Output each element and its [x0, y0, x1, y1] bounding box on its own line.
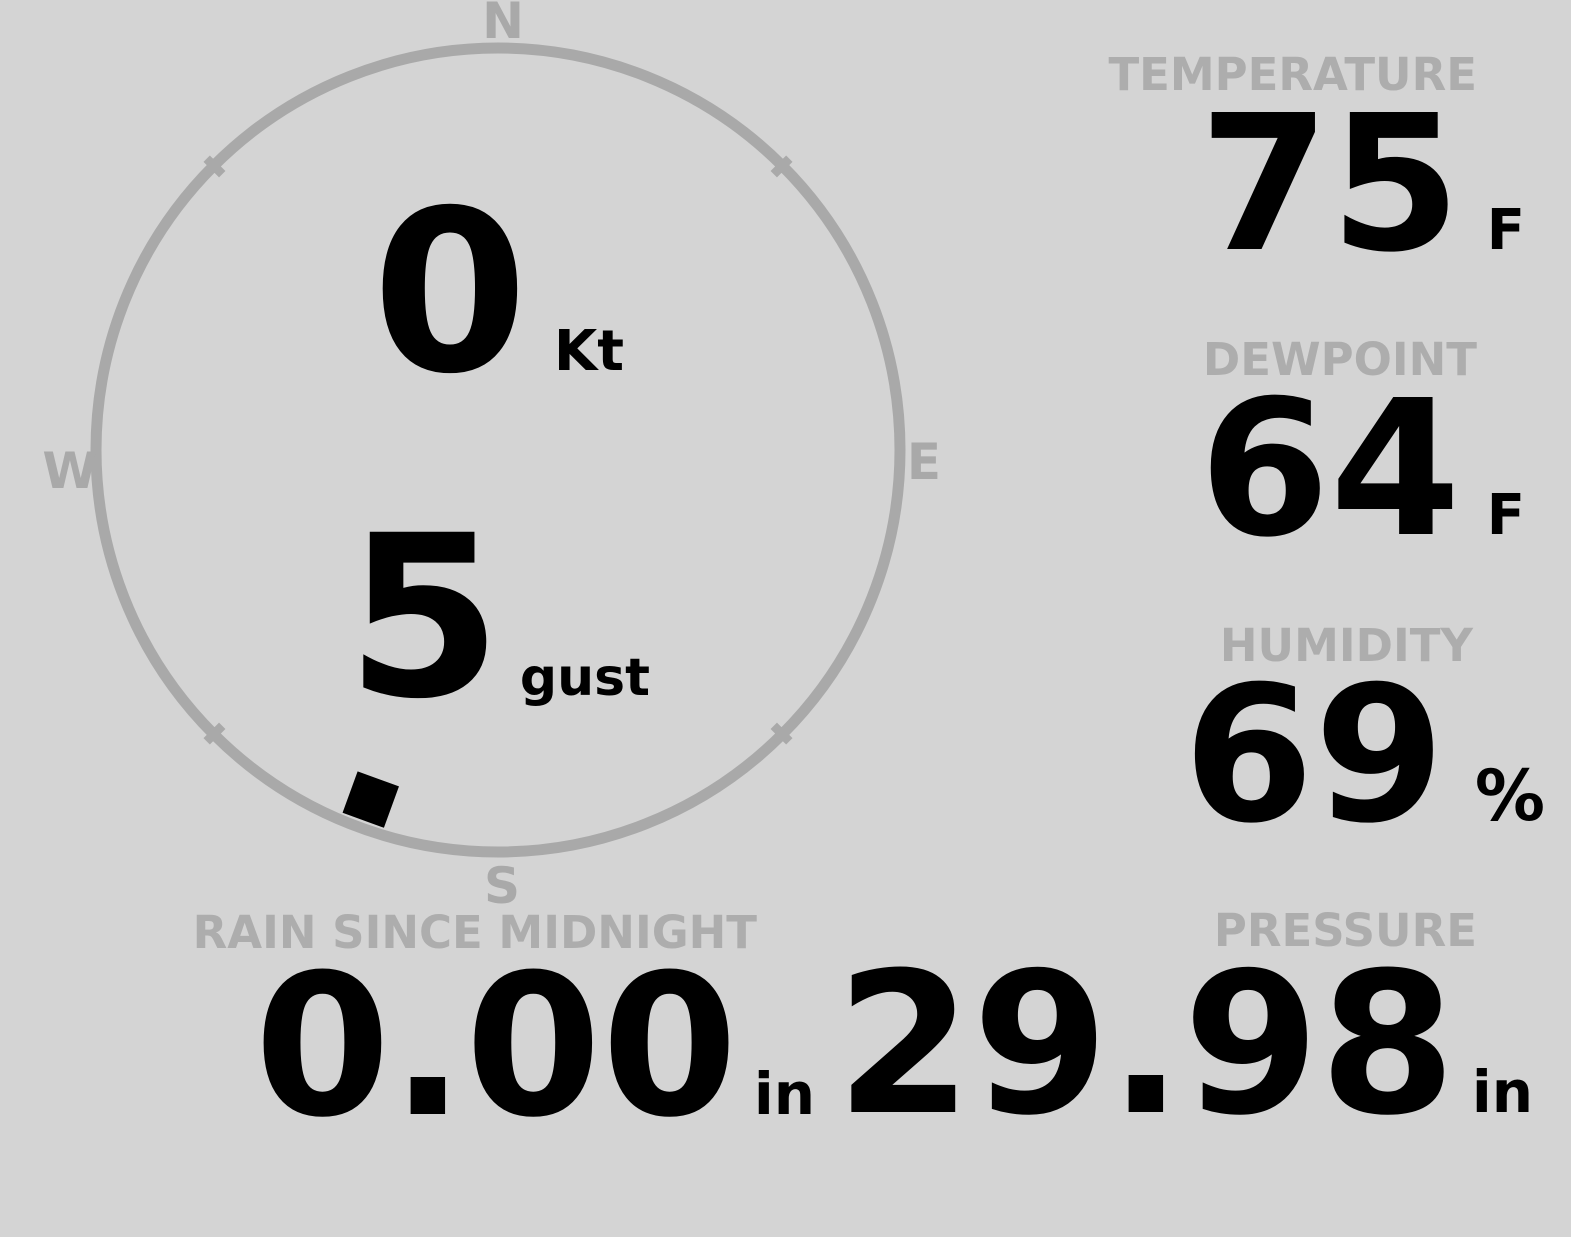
rain-readout: 0.00 in [193, 949, 815, 1145]
pressure-metric: PRESSURE 29.98 in [836, 908, 1533, 1143]
temperature-readout: 75 F [1108, 91, 1525, 279]
temperature-label: TEMPERATURE [1108, 48, 1477, 101]
compass-ring [90, 42, 906, 858]
temperature-metric: TEMPERATURE 75 F [1108, 52, 1525, 279]
dewpoint-metric: DEWPOINT 64 F [1199, 337, 1525, 564]
compass-label-south: S [483, 857, 521, 915]
wind-compass [90, 42, 906, 858]
tick-ne [770, 155, 793, 178]
compass-label-west: W [42, 442, 98, 500]
humidity-readout: 69% [1183, 662, 1545, 850]
compass-label-north: N [482, 0, 524, 50]
wind-speed-value: 0 [371, 162, 528, 423]
wind-speed-readout: 0 Kt [372, 181, 624, 405]
dewpoint-label: DEWPOINT [1202, 333, 1477, 386]
temperature-value: 75 [1199, 75, 1461, 294]
wind-gust-unit: gust [519, 648, 650, 708]
tick-nw [203, 155, 226, 178]
intercardinal-ticks [203, 155, 793, 745]
rain-metric: RAIN SINCE MIDNIGHT 0.00 in [193, 910, 815, 1145]
tick-se [770, 722, 793, 745]
wind-speed-unit: Kt [553, 319, 625, 384]
wind-direction-marker [342, 771, 399, 828]
tick-sw [203, 722, 226, 745]
humidity-value: 69 [1183, 646, 1445, 865]
pressure-unit: in [1471, 1058, 1533, 1126]
humidity-metric: HUMIDITY 69% [1183, 623, 1545, 850]
dewpoint-readout: 64 F [1199, 376, 1525, 564]
rain-label: RAIN SINCE MIDNIGHT [192, 906, 757, 959]
rain-unit: in [753, 1060, 815, 1128]
pressure-value: 29.98 [835, 931, 1456, 1159]
humidity-label: HUMIDITY [1219, 619, 1473, 672]
rain-value: 0.00 [254, 933, 738, 1161]
pressure-label: PRESSURE [1213, 904, 1477, 957]
compass-label-east: E [906, 433, 942, 491]
dewpoint-value: 64 [1199, 360, 1461, 579]
wind-gust-value: 5 [346, 487, 502, 748]
wind-gust-readout: 5 gust [346, 506, 650, 730]
dewpoint-unit: F [1486, 483, 1525, 548]
humidity-unit: % [1474, 755, 1545, 837]
pressure-readout: 29.98 in [836, 947, 1533, 1143]
temperature-unit: F [1486, 198, 1525, 263]
